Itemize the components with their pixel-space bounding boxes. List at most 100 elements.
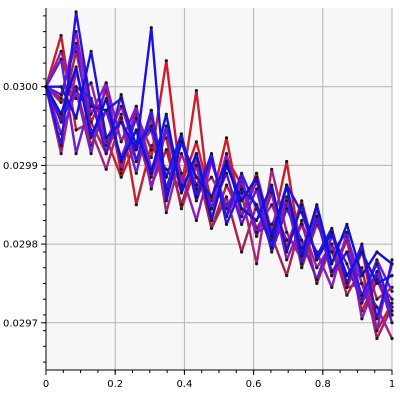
data-point-4-16 — [285, 230, 289, 234]
data-point-11-3 — [89, 104, 93, 108]
data-point-11-12 — [224, 222, 229, 226]
data-point-9-14 — [255, 187, 259, 191]
data-point-11-7 — [149, 124, 153, 128]
data-point-6-9 — [179, 171, 183, 175]
data-point-1-10 — [194, 89, 198, 93]
data-point-9-13 — [240, 222, 244, 226]
series-line-12 — [44, 26, 394, 285]
x-tick-label-0: 0 — [43, 379, 49, 390]
data-point-7-13 — [240, 214, 244, 219]
data-point-3-8 — [164, 148, 168, 152]
data-point-11-10 — [194, 195, 198, 199]
data-point-12-17 — [300, 203, 304, 207]
data-point-6-14 — [255, 234, 259, 238]
data-point-9-18 — [315, 277, 319, 282]
data-point-0-5 — [119, 175, 123, 179]
data-point-6-7 — [149, 187, 153, 191]
x-tick-label-1: 0.2 — [107, 379, 123, 390]
data-point-8-15 — [270, 222, 274, 226]
data-point-0-8 — [164, 59, 168, 63]
data-point-4-11 — [209, 175, 214, 179]
data-point-1-17 — [300, 199, 304, 203]
series-13 — [44, 65, 394, 278]
data-point-12-19 — [330, 230, 334, 234]
data-point-12-6 — [134, 148, 138, 152]
data-point-9-21 — [360, 301, 364, 305]
data-point-7-12 — [224, 152, 229, 156]
data-point-6-23 — [390, 297, 394, 301]
data-point-11-11 — [209, 152, 214, 156]
data-point-9-1 — [59, 93, 63, 97]
data-point-13-2 — [74, 65, 78, 69]
data-point-2-7 — [149, 148, 153, 152]
x-tick-label-3: 0.6 — [246, 379, 262, 390]
data-point-8-2 — [74, 152, 78, 156]
data-point-13-11 — [209, 218, 214, 223]
data-point-0-10 — [194, 140, 198, 144]
data-point-3-21 — [360, 266, 364, 270]
data-point-9-16 — [285, 207, 289, 211]
data-point-8-6 — [134, 171, 138, 175]
data-point-13-15 — [270, 234, 274, 238]
data-point-11-13 — [240, 187, 244, 191]
data-point-13-20 — [345, 222, 349, 226]
data-point-13-19 — [330, 262, 334, 266]
data-point-12-15 — [270, 183, 274, 187]
data-point-6-3 — [89, 112, 93, 116]
data-point-2-12 — [224, 183, 229, 187]
data-point-13-16 — [285, 183, 289, 187]
data-point-11-21 — [360, 242, 364, 246]
data-point-1-1 — [59, 33, 63, 38]
data-point-3-18 — [315, 281, 319, 285]
data-point-13-4 — [104, 96, 108, 101]
data-point-12-5 — [119, 120, 123, 124]
data-point-9-15 — [270, 250, 274, 254]
data-point-12-4 — [104, 136, 108, 140]
data-point-13-3 — [89, 136, 93, 140]
data-point-6-16 — [285, 258, 289, 262]
y-tick-label-2: 0.0298 — [3, 240, 38, 251]
y-tick-label-3: 0.0297 — [3, 318, 38, 329]
data-point-10-17 — [300, 262, 304, 266]
data-point-10-4 — [104, 152, 108, 156]
data-point-10-5 — [119, 93, 123, 97]
data-point-6-1 — [59, 96, 63, 101]
x-tick-label-5: 1 — [389, 379, 395, 390]
data-point-2-5 — [119, 171, 123, 175]
data-point-3-12 — [224, 195, 229, 199]
data-point-6-2 — [74, 30, 78, 34]
data-point-0-7 — [149, 155, 153, 160]
data-point-12-11 — [209, 195, 214, 199]
data-point-8-10 — [194, 183, 198, 187]
data-point-6-10 — [194, 218, 198, 223]
data-point-11-4 — [104, 108, 108, 112]
data-point-13-23 — [390, 262, 394, 266]
data-point-10-10 — [194, 199, 198, 203]
data-point-4-14 — [255, 262, 259, 266]
data-point-12-13 — [240, 207, 244, 211]
data-point-11-19 — [330, 226, 334, 230]
data-point-12-2 — [74, 116, 78, 120]
data-point-6-5 — [119, 167, 123, 171]
data-point-5-22 — [375, 305, 379, 309]
data-point-6-19 — [330, 285, 334, 289]
data-point-9-17 — [300, 238, 304, 242]
data-point-12-10 — [194, 175, 198, 179]
data-point-12-8 — [164, 199, 168, 203]
x-tick-label-2: 0.4 — [176, 379, 192, 390]
data-point-12-21 — [360, 250, 364, 254]
data-point-11-20 — [345, 281, 349, 285]
data-point-13-22 — [375, 250, 379, 254]
data-point-10-7 — [149, 108, 153, 112]
data-point-3-11 — [209, 226, 214, 230]
data-point-12-23 — [390, 274, 394, 278]
axes — [41, 8, 393, 375]
data-point-13-6 — [134, 128, 138, 132]
data-point-12-14 — [255, 218, 259, 223]
data-point-13-9 — [179, 191, 183, 195]
data-point-5-16 — [285, 238, 289, 242]
data-point-11-22 — [375, 317, 379, 321]
data-point-1-2 — [74, 128, 78, 132]
data-point-12-20 — [345, 274, 349, 278]
